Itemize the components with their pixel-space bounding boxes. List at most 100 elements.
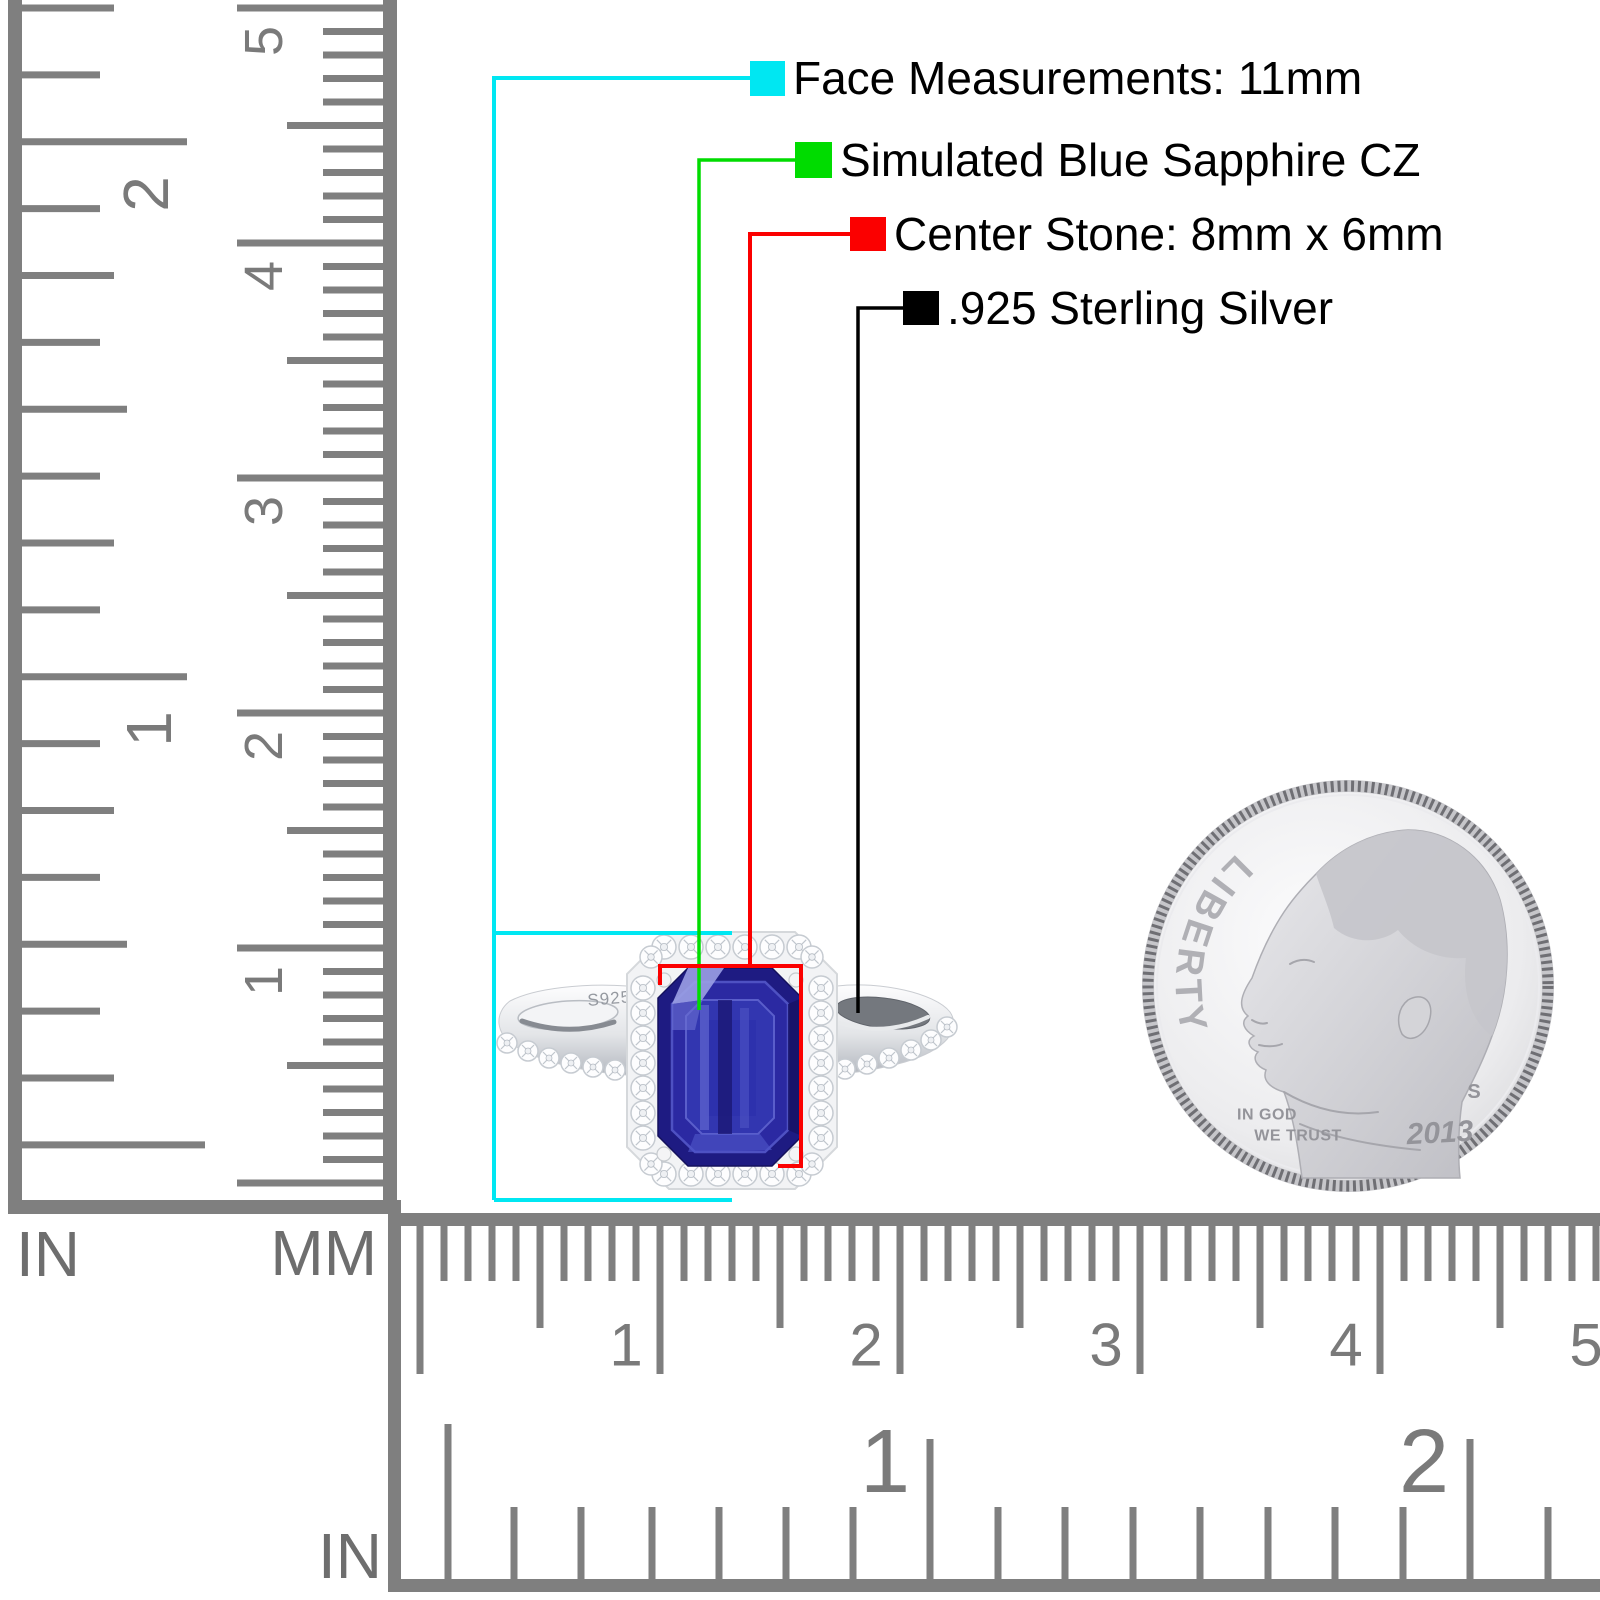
vruler-cm-number: 3 [234, 496, 294, 526]
stone-facet [714, 943, 723, 952]
stone-facet [863, 1060, 871, 1068]
vruler-right-bar [383, 0, 397, 1214]
hruler-inch-number: 2 [1399, 1412, 1449, 1512]
vruler-mm-tick [323, 98, 383, 106]
stone-facet [639, 1034, 648, 1043]
stone-facet [817, 1009, 826, 1018]
vruler-mm-tick [323, 615, 383, 623]
vruler-mm-tick [323, 968, 383, 975]
vruler-inch-unit-label: IN [16, 1218, 80, 1290]
vruler-mm-tick [323, 333, 383, 341]
vruler-inch-tick [22, 940, 127, 948]
stone-facet [639, 1109, 648, 1118]
vruler-inch-tick [22, 338, 100, 346]
hruler-mm-tick [536, 1226, 544, 1328]
hruler-mm-tick [1352, 1226, 1360, 1281]
hruler-mm-tick [584, 1226, 592, 1281]
stone-facet [907, 1046, 915, 1054]
stone-facet [768, 943, 777, 952]
hruler-inch-tick [1061, 1507, 1069, 1579]
stone-facet [524, 1047, 532, 1055]
vruler-inch-tick [22, 539, 114, 547]
dime-coin: LIBERTY IN GOD WE TRUST S 2013 [1142, 780, 1554, 1192]
hruler-mm-tick [1424, 1226, 1432, 1281]
vruler-mm-tick [323, 756, 383, 764]
stone-facet [700, 1005, 709, 1130]
vruler-inch-tick [22, 606, 100, 614]
hruler-mm-tick [560, 1226, 568, 1281]
stone-facet [817, 984, 826, 993]
vruler-mm-tick [237, 709, 383, 717]
ruler-numbers: 5 4 3 2 1 2 1 1 2 3 4 5 1 2 [110, 26, 1600, 1512]
hruler-mm-tick [512, 1226, 520, 1281]
hruler-cm-number: 2 [849, 1312, 882, 1379]
stone-facet [611, 1066, 619, 1074]
vruler-mm-tick [323, 169, 383, 176]
hruler-top-bar [388, 1213, 1600, 1226]
vruler-mm-tick [323, 639, 383, 646]
vruler-left-bar [8, 0, 22, 1214]
ring-hole-right-light [838, 1015, 930, 1031]
vruler-mm-tick [323, 921, 383, 928]
hruler-inch-tick [926, 1439, 934, 1579]
hruler-mm-tick [632, 1226, 640, 1281]
vruler-cm-number: 1 [234, 966, 294, 996]
stone-type-label: Simulated Blue Sapphire CZ [840, 134, 1421, 186]
vruler-mm-tick [323, 75, 383, 82]
hruler-mm-tick [1136, 1226, 1144, 1374]
hruler-mm-tick [1232, 1226, 1240, 1281]
hruler-inch-ticks [444, 1424, 1552, 1579]
stone-facet [885, 1054, 893, 1062]
hruler-mm-tick [848, 1226, 856, 1281]
annotation-center-stone: Center Stone: 8mm x 6mm [850, 208, 1444, 260]
vruler-mm-tick [323, 662, 383, 670]
hruler-mm-tick [1472, 1226, 1480, 1281]
coin-motto-line1: IN GOD [1237, 1107, 1297, 1124]
coin-mint-mark: S [1467, 1081, 1480, 1103]
stone-facet [740, 1008, 749, 1128]
vruler-mm-tick [323, 897, 383, 905]
face-measure-leader [492, 76, 750, 1200]
stone-facet [687, 943, 696, 952]
hruler-mm-tick [1208, 1226, 1216, 1281]
stone-facet [817, 1109, 826, 1118]
stone-facet [795, 1170, 804, 1179]
stone-facet [589, 1063, 597, 1071]
vruler-inch-tick [22, 1074, 114, 1082]
hruler-mm-ticks [416, 1226, 1600, 1374]
band-pave-stones [496, 1016, 958, 1081]
vruler-mm-tick [237, 1179, 383, 1187]
center-stone-color-swatch [850, 217, 886, 251]
vruler-mm-tick [323, 451, 383, 458]
vruler-mm-tick [323, 686, 383, 693]
vruler-inch-tick [22, 1007, 100, 1015]
hruler-mm-tick [1592, 1226, 1600, 1281]
hruler-cm-number: 5 [1569, 1312, 1600, 1379]
roosevelt-ear [1397, 996, 1432, 1039]
vruler-mm-tick [237, 474, 383, 482]
vruler-mm-tick [323, 568, 383, 576]
hruler-mm-tick [1448, 1226, 1456, 1281]
vruler-inch-tick [22, 673, 187, 681]
hruler-mm-tick [1376, 1226, 1384, 1374]
hruler-inch-tick [510, 1507, 518, 1579]
face-color-swatch [750, 60, 785, 96]
vruler-mm-tick [323, 310, 383, 317]
hruler-inch-tick [1264, 1507, 1272, 1579]
vruler-mm-tick [237, 4, 383, 12]
hruler-inch-tick [1129, 1507, 1137, 1579]
stone-facet [639, 984, 648, 993]
stone-type-leader [697, 158, 795, 1010]
vruler-mm-tick [287, 827, 383, 834]
stone-facet [639, 1084, 648, 1093]
vruler-mm-tick [323, 521, 383, 529]
stone-facet [795, 943, 804, 952]
hruler-mm-tick [416, 1226, 424, 1374]
hruler-mm-tick [608, 1226, 616, 1281]
vruler-mm-tick [287, 122, 383, 129]
stone-facet [808, 1160, 816, 1168]
hruler-mm-tick [824, 1226, 832, 1281]
hruler-mm-tick [1016, 1226, 1024, 1328]
center-stone [657, 967, 803, 1167]
